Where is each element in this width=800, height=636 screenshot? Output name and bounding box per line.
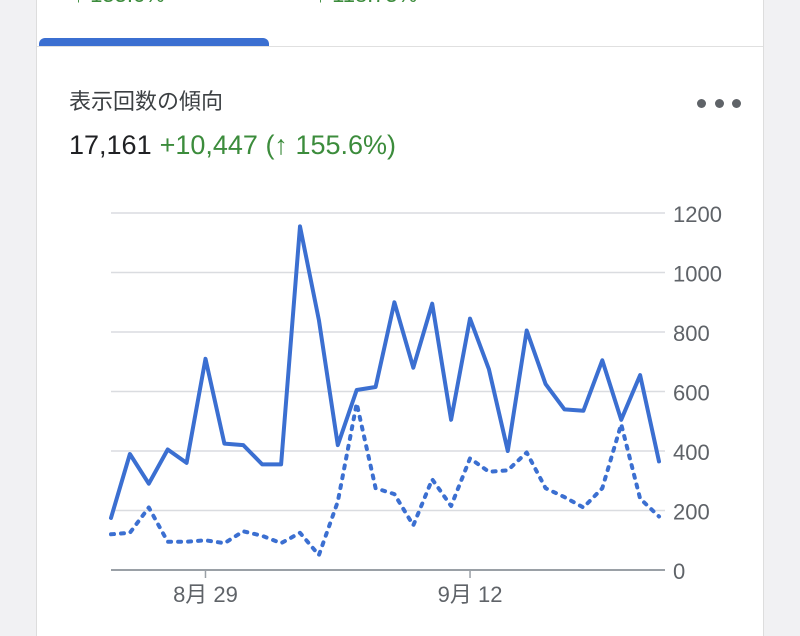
- y-tick-label: 400: [673, 440, 710, 465]
- x-tick-label: 8月 29: [173, 582, 238, 607]
- tab-clicks-change[interactable]: ↑ 118.75%: [315, 0, 417, 8]
- y-tick-label: 600: [673, 381, 710, 406]
- more-options-icon[interactable]: [697, 92, 741, 114]
- series-line-dashed: [109, 401, 661, 558]
- y-tick-label: 200: [673, 500, 710, 525]
- y-tick-label: 1200: [673, 202, 722, 227]
- x-tick-label: 9月 12: [438, 582, 503, 607]
- impressions-trend-chart: 0 200 400 600 800 1000 1200 8月 29 9月 12: [109, 202, 722, 607]
- more-dot: [697, 98, 706, 108]
- y-tick-label: 1000: [673, 262, 722, 287]
- active-tab-indicator: [39, 38, 269, 46]
- impressions-card: ↑ 155.6% ↑ 118.75% 表示回数の傾向 17,161+10,447…: [36, 0, 764, 636]
- total-impressions: 17,161: [69, 130, 152, 160]
- y-tick-label: 800: [673, 321, 710, 346]
- tab-impressions-change[interactable]: ↑ 155.6%: [73, 0, 165, 8]
- y-tick-label: 0: [673, 559, 685, 584]
- series-line-solid: [109, 224, 661, 520]
- impressions-change: +10,447 (↑ 155.6%): [159, 130, 397, 160]
- metric-summary: 17,161 +10,447 (↑ 155.6%): [69, 130, 396, 161]
- more-dot: [714, 98, 724, 108]
- card-title: 表示回数の傾向: [69, 89, 224, 114]
- more-dot: [732, 98, 741, 108]
- metric-tabs: ↑ 155.6% ↑ 118.75%: [37, 0, 763, 47]
